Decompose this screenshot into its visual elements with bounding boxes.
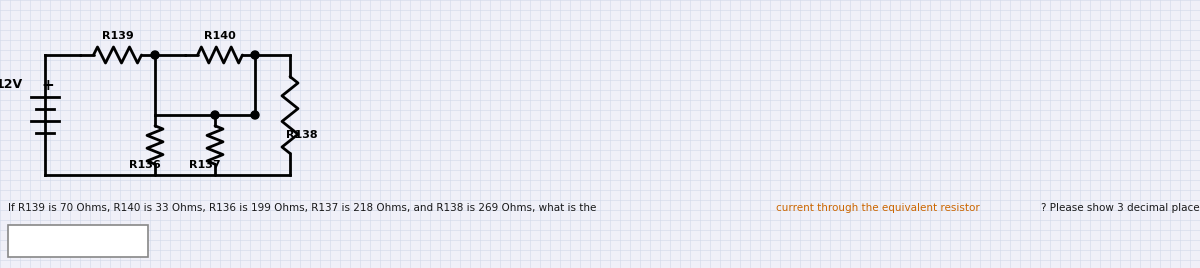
Text: R138: R138 [286, 130, 318, 140]
Text: R136: R136 [130, 160, 161, 170]
Text: ? Please show 3 decimal places and don't include units in your answer.: ? Please show 3 decimal places and don't… [1040, 203, 1200, 213]
Text: R140: R140 [204, 31, 236, 41]
Text: If R139 is 70 Ohms, R140 is 33 Ohms, R136 is 199 Ohms, R137 is 218 Ohms, and R13: If R139 is 70 Ohms, R140 is 33 Ohms, R13… [8, 203, 600, 213]
Text: current through the equivalent resistor: current through the equivalent resistor [776, 203, 980, 213]
Circle shape [211, 111, 220, 119]
FancyBboxPatch shape [8, 225, 148, 257]
Text: 12V: 12V [0, 79, 23, 91]
Circle shape [251, 111, 259, 119]
Text: R139: R139 [102, 31, 133, 41]
Text: +: + [41, 77, 54, 92]
Circle shape [251, 51, 259, 59]
Circle shape [151, 51, 158, 59]
Text: R137: R137 [190, 160, 221, 170]
